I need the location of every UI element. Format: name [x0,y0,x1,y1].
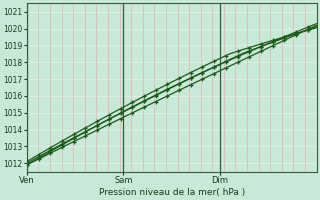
X-axis label: Pression niveau de la mer( hPa ): Pression niveau de la mer( hPa ) [99,188,245,197]
